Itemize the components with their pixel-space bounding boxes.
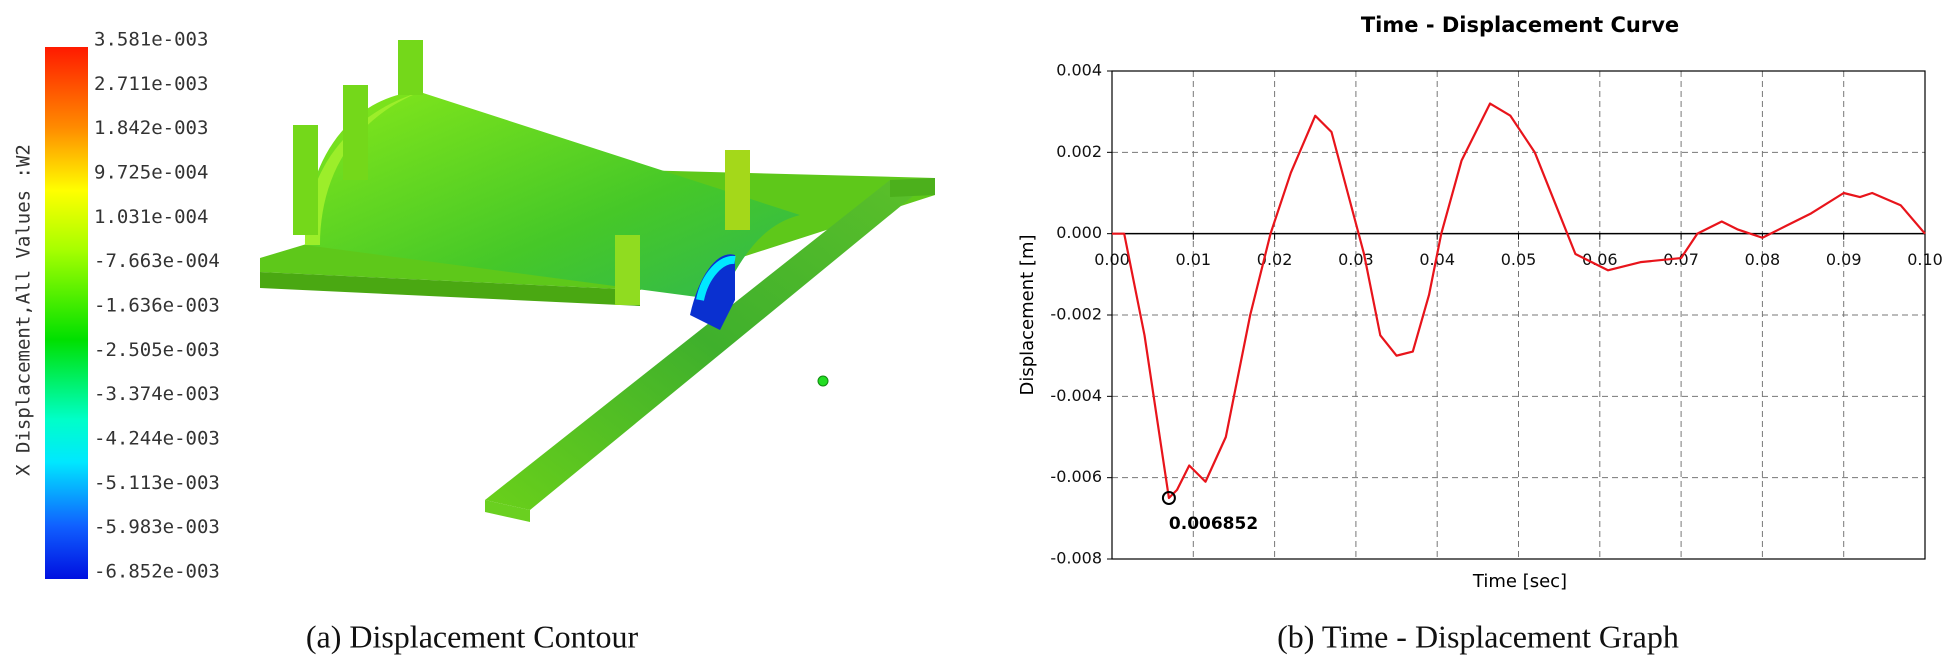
y-tick-label: -0.008 xyxy=(1050,549,1102,568)
legend-label: -2.505e-003 xyxy=(94,339,220,361)
legend-label: -6.852e-003 xyxy=(94,561,220,583)
x-tick-label: 0.09 xyxy=(1826,250,1862,269)
colorbar xyxy=(45,47,88,579)
x-tick-label: 0.07 xyxy=(1663,250,1699,269)
legend-label: 2.711e-003 xyxy=(94,73,208,95)
y-axis-label: Displacement [m] xyxy=(1017,234,1038,395)
legend-label: -5.983e-003 xyxy=(94,516,220,538)
legend-label: -3.374e-003 xyxy=(94,383,220,405)
x-tick-label: 0.06 xyxy=(1582,250,1618,269)
legend-label: 1.031e-004 xyxy=(94,206,208,228)
legend-label: 9.725e-004 xyxy=(94,162,208,184)
y-tick-label: -0.006 xyxy=(1050,467,1102,486)
annotation-marker xyxy=(1161,491,1176,505)
legend-label: -4.244e-003 xyxy=(94,428,220,450)
y-tick-label: 0.000 xyxy=(1056,223,1102,242)
y-tick-label: 0.002 xyxy=(1056,142,1102,161)
legend-label: -5.113e-003 xyxy=(94,472,220,494)
chart-title: Time - Displacement Curve xyxy=(1361,13,1679,37)
legend-title: X Displacement,All Values :W2 xyxy=(13,144,35,476)
y-tick-label: -0.004 xyxy=(1050,386,1102,405)
x-tick-label: 0.04 xyxy=(1419,250,1455,269)
x-axis-label: Time [sec] xyxy=(1472,571,1567,592)
legend-label: -1.636e-003 xyxy=(94,295,220,317)
model xyxy=(260,40,935,522)
legend-label: 3.581e-003 xyxy=(94,29,208,51)
x-tick-label: 0.03 xyxy=(1338,250,1374,269)
data-line xyxy=(1112,102,1926,500)
legend-label: -7.663e-004 xyxy=(94,250,220,272)
x-tick-label: 0.08 xyxy=(1745,250,1781,269)
x-tick-label: 0.01 xyxy=(1175,250,1211,269)
caption: (a) Displacement Contour xyxy=(306,618,639,654)
y-tick-label: -0.002 xyxy=(1050,305,1102,324)
legend-label: 1.842e-003 xyxy=(94,117,208,139)
annotation: 0.006852 xyxy=(1169,514,1258,534)
x-tick-label: 0.05 xyxy=(1501,250,1537,269)
plot-frame xyxy=(1111,70,1926,560)
y-tick-label: 0.004 xyxy=(1056,61,1102,80)
caption: (b) Time - Displacement Graph xyxy=(1277,618,1679,654)
